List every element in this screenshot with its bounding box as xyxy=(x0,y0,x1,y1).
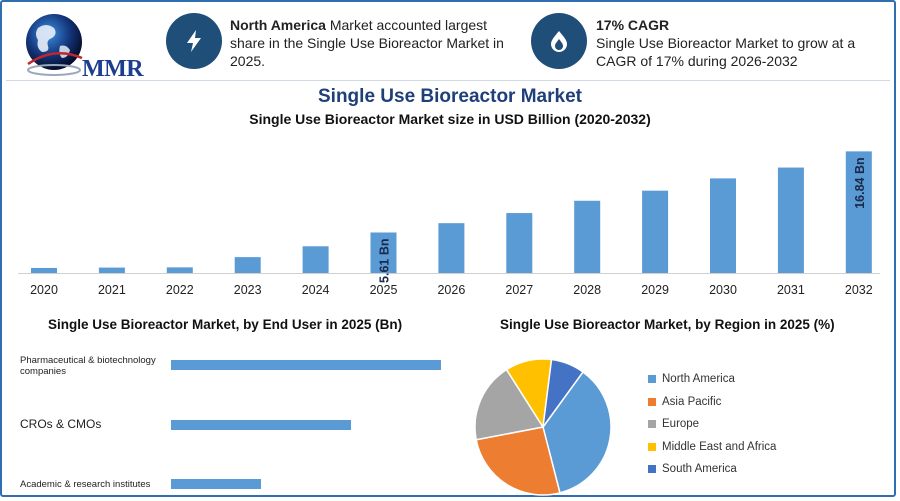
x-tick-2032: 2032 xyxy=(845,283,873,297)
x-tick-2030: 2030 xyxy=(709,283,737,297)
bar-2023 xyxy=(234,257,261,273)
legend-item-south-america: South America xyxy=(648,463,737,475)
end-user-bar-academic xyxy=(171,479,261,489)
bar-2029 xyxy=(642,190,669,273)
lightning-bolt-icon xyxy=(166,13,222,69)
data-label-2032: 16.84 Bn xyxy=(853,157,867,208)
header-divider xyxy=(6,80,890,81)
legend-item-north-america: North America xyxy=(648,373,735,385)
pie-slice-asia-pacific xyxy=(475,426,561,496)
end-user-label-cro: CROs & CMOs xyxy=(20,417,102,431)
x-tick-2027: 2027 xyxy=(505,283,533,297)
end-user-title: Single Use Bioreactor Market, by End Use… xyxy=(48,317,403,332)
x-tick-2021: 2021 xyxy=(98,283,126,297)
bar-2027 xyxy=(506,213,533,273)
legend-label: Europe xyxy=(662,418,700,430)
legend-label: North America xyxy=(662,373,735,385)
end-user-label-academic: Academic & research institutes xyxy=(20,479,151,490)
bar-2021 xyxy=(98,267,125,273)
x-tick-2023: 2023 xyxy=(234,283,262,297)
info-cagr-text: Single Use Bioreactor Market to grow at … xyxy=(596,35,856,69)
region-pie-chart xyxy=(474,358,612,496)
info-cagr-bold: 17% CAGR xyxy=(596,17,670,33)
legend-swatch xyxy=(648,465,656,473)
legend-item-europe: Europe xyxy=(648,418,699,430)
pie-slice-europe xyxy=(474,368,545,441)
bar-2022 xyxy=(166,267,193,273)
end-user-bar-cro xyxy=(171,420,351,430)
chart-subtitle: Single Use Bioreactor Market size in USD… xyxy=(249,111,651,127)
data-label-2025: 5.61 Bn xyxy=(378,238,392,282)
legend-item-asia-pacific: Asia Pacific xyxy=(648,396,721,408)
legend-label: Middle East and Africa xyxy=(662,440,777,453)
bar-2020 xyxy=(31,267,57,273)
logo-text: MMR xyxy=(82,56,144,82)
bar-2028 xyxy=(574,200,601,273)
legend-swatch xyxy=(648,375,656,383)
x-tick-2020: 2020 xyxy=(30,283,58,297)
x-tick-2028: 2028 xyxy=(573,283,601,297)
info-cagr: 17% CAGR Single Use Bioreactor Market to… xyxy=(596,16,866,70)
end-user-label-pharma: Pharmaceutical & biotechnology companies xyxy=(20,355,156,377)
legend-item-middle-east-and-africa: Middle East and Africa xyxy=(648,441,776,453)
x-tick-2024: 2024 xyxy=(302,283,330,297)
region-title: Single Use Bioreactor Market, by Region … xyxy=(500,317,835,332)
info-north-america-bold: North America xyxy=(230,17,326,33)
growth-flame-icon xyxy=(531,13,587,69)
legend-swatch xyxy=(648,397,656,406)
x-tick-2029: 2029 xyxy=(641,283,669,297)
info-north-america: North America Market accounted largest s… xyxy=(230,16,510,70)
bar-2024 xyxy=(302,246,329,273)
bar-2026 xyxy=(438,223,465,273)
x-tick-2022: 2022 xyxy=(166,283,194,297)
x-tick-2025: 2025 xyxy=(370,283,398,297)
pie-slice-north-america xyxy=(542,370,612,494)
legend-swatch xyxy=(648,442,656,451)
chart-title: Single Use Bioreactor Market xyxy=(318,86,582,107)
mmr-logo: MMR xyxy=(14,6,144,82)
bar-2025 xyxy=(370,232,397,273)
end-user-bar-pharma xyxy=(171,360,441,370)
bar-2031 xyxy=(777,167,804,273)
legend-label: Asia Pacific xyxy=(662,395,722,408)
globe-icon xyxy=(26,14,83,76)
bar-2030 xyxy=(710,178,736,273)
info-north-america-text: Market accounted largest share in the Si… xyxy=(230,17,504,69)
bar-2032 xyxy=(845,151,872,273)
x-tick-2026: 2026 xyxy=(437,283,465,297)
legend-label: South America xyxy=(662,463,737,475)
pie-slice-south-america xyxy=(542,358,585,428)
x-tick-2031: 2031 xyxy=(777,283,805,297)
legend-swatch xyxy=(648,420,656,428)
